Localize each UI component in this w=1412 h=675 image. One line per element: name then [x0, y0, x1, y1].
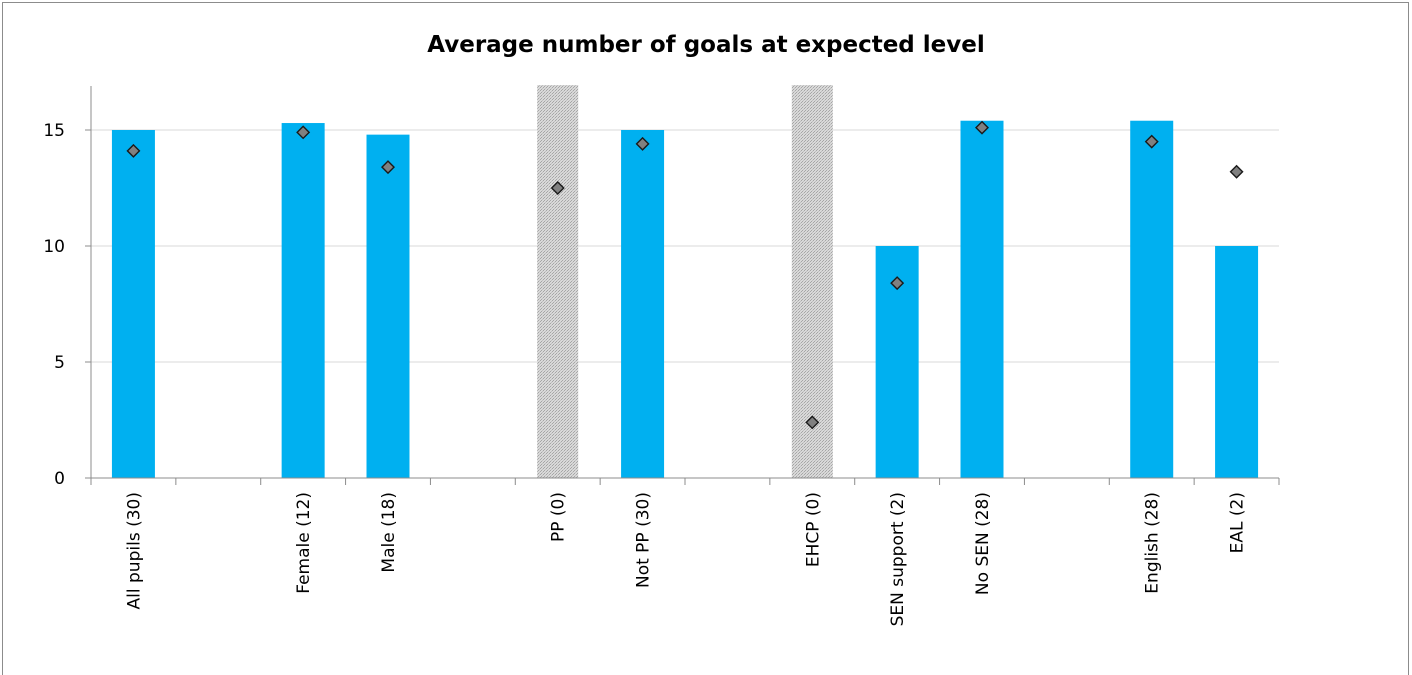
x-tick-label: EAL (2) [1228, 492, 1248, 553]
data-point [975, 120, 989, 135]
x-tick-label: All pupils (30) [124, 492, 144, 609]
x-tick-label: English (28) [1143, 492, 1163, 594]
no-data-bar [791, 85, 833, 478]
x-tick-label: No SEN (28) [973, 492, 993, 595]
data-point [1144, 134, 1159, 149]
bar [960, 120, 1004, 478]
y-tick-label: 10 [43, 237, 65, 257]
data-point [890, 276, 905, 291]
data-point [1229, 164, 1244, 179]
data-point [805, 415, 820, 430]
x-tick-label: PP (0) [549, 492, 569, 542]
no-data-bar [537, 85, 579, 478]
bar [1130, 120, 1174, 478]
bar [621, 130, 665, 478]
y-tick-label: 5 [54, 353, 65, 373]
x-tick-label: Male (18) [379, 492, 399, 573]
data-point [126, 143, 141, 158]
bar [281, 123, 325, 478]
data-point [635, 136, 650, 151]
bar [1215, 246, 1259, 478]
data-point [550, 181, 565, 195]
x-tick-label: SEN support (2) [888, 492, 908, 626]
data-point [296, 125, 311, 140]
bar [366, 134, 410, 478]
data-point [381, 160, 395, 175]
bar [111, 130, 155, 478]
chart-title: Average number of goals at expected leve… [427, 32, 985, 58]
y-tick-label: 0 [54, 469, 65, 489]
y-tick-label: 15 [43, 121, 65, 141]
x-tick-label: EHCP (0) [803, 492, 823, 567]
x-tick-label: Female (12) [294, 492, 314, 594]
x-tick-label: Not PP (30) [634, 492, 654, 588]
